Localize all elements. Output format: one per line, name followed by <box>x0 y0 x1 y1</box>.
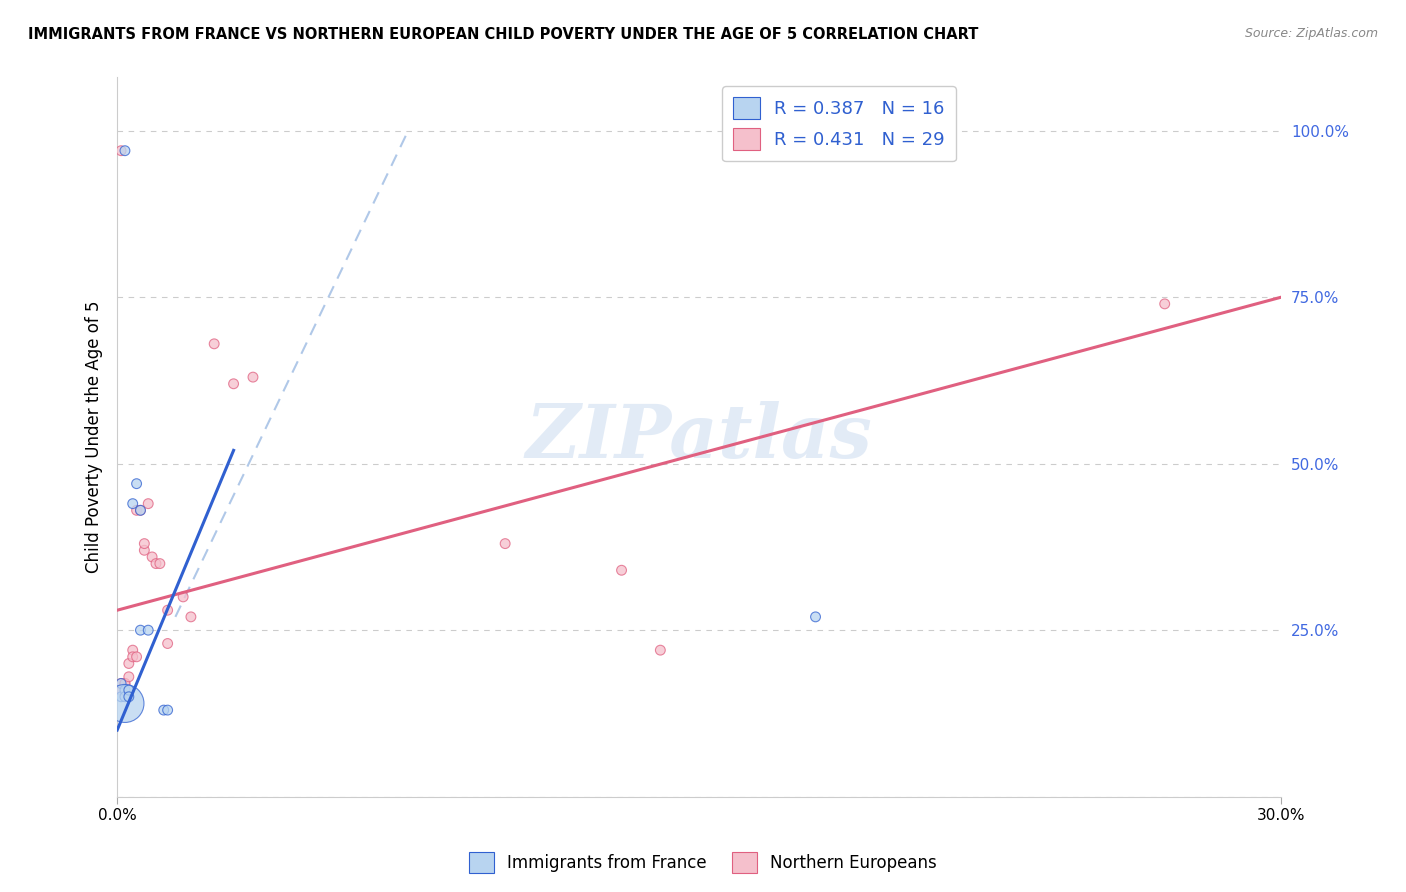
Point <box>125 476 148 491</box>
Text: IMMIGRANTS FROM FRANCE VS NORTHERN EUROPEAN CHILD POVERTY UNDER THE AGE OF 5 COR: IMMIGRANTS FROM FRANCE VS NORTHERN EUROP… <box>28 27 979 42</box>
Point <box>156 603 179 617</box>
Point <box>114 676 136 690</box>
Point <box>610 563 633 577</box>
Y-axis label: Child Poverty Under the Age of 5: Child Poverty Under the Age of 5 <box>86 301 103 574</box>
Point <box>125 503 148 517</box>
Point <box>118 670 141 684</box>
Text: Source: ZipAtlas.com: Source: ZipAtlas.com <box>1244 27 1378 40</box>
Point <box>114 144 136 158</box>
Point <box>222 376 245 391</box>
Point <box>134 543 156 558</box>
Point <box>180 610 202 624</box>
Point <box>650 643 672 657</box>
Point <box>114 697 136 711</box>
Point <box>202 336 225 351</box>
Point <box>121 649 143 664</box>
Point <box>118 690 141 704</box>
Point <box>110 683 132 698</box>
Point <box>145 557 167 571</box>
Point <box>110 676 132 690</box>
Point <box>494 536 516 550</box>
Legend: R = 0.387   N = 16, R = 0.431   N = 29: R = 0.387 N = 16, R = 0.431 N = 29 <box>721 87 956 161</box>
Point <box>134 536 156 550</box>
Point <box>804 610 827 624</box>
Point <box>172 590 194 604</box>
Point <box>110 676 132 690</box>
Legend: Immigrants from France, Northern Europeans: Immigrants from France, Northern Europea… <box>463 846 943 880</box>
Point <box>1153 297 1175 311</box>
Point <box>125 649 148 664</box>
Point <box>149 557 172 571</box>
Point <box>156 703 179 717</box>
Point <box>136 623 159 637</box>
Point <box>141 549 163 564</box>
Point <box>110 690 132 704</box>
Point <box>129 503 152 517</box>
Point <box>110 144 132 158</box>
Point <box>129 623 152 637</box>
Point <box>242 370 264 384</box>
Point <box>114 690 136 704</box>
Point <box>114 683 136 698</box>
Point <box>136 497 159 511</box>
Point <box>152 703 174 717</box>
Point <box>118 683 141 698</box>
Text: ZIPatlas: ZIPatlas <box>526 401 873 474</box>
Point <box>121 643 143 657</box>
Point <box>118 657 141 671</box>
Point <box>156 636 179 650</box>
Point <box>129 503 152 517</box>
Point <box>121 497 143 511</box>
Point <box>114 676 136 690</box>
